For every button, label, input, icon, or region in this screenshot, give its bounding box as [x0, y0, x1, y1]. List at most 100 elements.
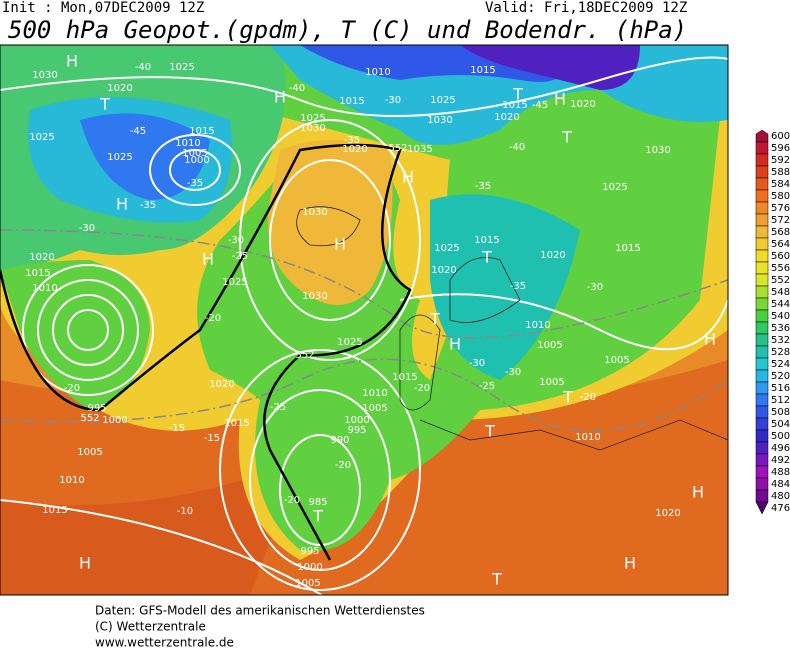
contour-label: 1020 — [570, 99, 595, 110]
colorbar-label: 576 — [771, 203, 790, 214]
contour-label: -20 — [335, 460, 351, 471]
contour-label: -35 — [187, 178, 203, 189]
footer-line: Daten: GFS-Modell des amerikanischen Wet… — [95, 604, 425, 618]
contour-label: 1005 — [182, 148, 207, 159]
contour-label: -15 — [169, 423, 185, 434]
pressure-center: H — [79, 554, 91, 573]
colorbar-label: 580 — [771, 191, 790, 202]
colorbar-label: 600 — [771, 131, 790, 142]
contour-label: 1015 — [392, 372, 417, 383]
colorbar-label: 488 — [771, 467, 790, 478]
colorbar-label: 592 — [771, 155, 790, 166]
contour-label: 1010 — [362, 388, 387, 399]
colorbar-label: 496 — [771, 443, 790, 454]
colorbar-label: 568 — [771, 227, 790, 238]
colorbar-swatch — [755, 237, 769, 251]
contour-label: 1025 — [169, 62, 194, 73]
map-frame — [0, 44, 729, 596]
colorbar-label: 508 — [771, 407, 790, 418]
colorbar-label: 476 — [771, 503, 790, 514]
contour-label: 1010 — [32, 283, 57, 294]
pressure-center: H — [554, 90, 566, 109]
colorbar-swatch — [755, 429, 769, 443]
colorbar-label: 548 — [771, 287, 790, 298]
contour-label: 1030 — [645, 145, 670, 156]
pressure-center: T — [312, 507, 323, 526]
colorbar-swatch — [755, 129, 769, 143]
contour-label: 1020 — [494, 112, 519, 123]
colorbar-swatch — [755, 153, 769, 167]
colorbar-swatch — [755, 381, 769, 395]
pressure-center: H — [66, 52, 78, 71]
colorbar-swatch — [755, 453, 769, 467]
contour-label: 1025 — [430, 95, 455, 106]
colorbar-label: 556 — [771, 263, 790, 274]
contour-label: 1010 — [59, 475, 84, 486]
contour-label: 990 — [330, 435, 349, 446]
colorbar-swatch — [755, 189, 769, 203]
contour-label: 1025 — [337, 337, 362, 348]
colorbar-swatch — [755, 225, 769, 239]
contour-label: 552 — [388, 143, 407, 154]
colorbar-label: 596 — [771, 143, 790, 154]
contour-label: -30 — [228, 235, 244, 246]
pressure-center: H — [334, 235, 346, 254]
contour-label: -15 — [204, 433, 220, 444]
colorbar-swatch — [755, 333, 769, 347]
contour-label: -40 — [289, 83, 305, 94]
colorbar-swatch — [755, 489, 769, 503]
contour-label: 1000 — [297, 562, 322, 573]
contour-label: 995 — [87, 403, 106, 414]
colorbar-label: 588 — [771, 167, 790, 178]
contour-label: 1015 — [42, 505, 67, 516]
colorbar-swatch — [755, 309, 769, 323]
pressure-center: T — [481, 248, 492, 267]
colorbar-swatch — [755, 297, 769, 311]
contour-label: 1025 — [300, 113, 325, 124]
colorbar-label: 480 — [771, 491, 790, 502]
pressure-center: T — [429, 310, 440, 329]
contour-label: 1020 — [29, 252, 54, 263]
colorbar-swatch — [755, 405, 769, 419]
colorbar-label: 540 — [771, 311, 790, 322]
contour-label: -20 — [205, 313, 221, 324]
contour-label: -30 — [469, 358, 485, 369]
contour-label: 985 — [308, 497, 327, 508]
colorbar-swatch — [755, 477, 769, 491]
contour-label: -25 — [232, 251, 248, 262]
contour-label: -10 — [177, 506, 193, 517]
colorbar-swatch — [755, 393, 769, 407]
colorbar-label: 572 — [771, 215, 790, 226]
contour-label: 1025 — [29, 132, 54, 143]
coastlines — [296, 206, 728, 451]
contour-label: 1025 — [222, 277, 247, 288]
contour-label: -20 — [580, 392, 596, 403]
footer-line: (C) Wetterzentrale — [95, 620, 206, 634]
footer-line: www.wetterzentrale.de — [95, 636, 234, 648]
contour-label: 1020 — [107, 83, 132, 94]
contour-label: -30 — [385, 95, 401, 106]
contour-label: 1035 — [407, 144, 432, 155]
colorbar-label: 560 — [771, 251, 790, 262]
colorbar-swatch — [755, 345, 769, 359]
pressure-center: H — [116, 195, 128, 214]
colorbar-swatch — [755, 249, 769, 263]
contour-label: 1025 — [602, 182, 627, 193]
isobars — [0, 56, 728, 595]
contour-label: 1025 — [434, 243, 459, 254]
pressure-center: H — [202, 250, 214, 269]
pressure-center: T — [491, 570, 502, 589]
contour-label: 995 — [347, 425, 366, 436]
contour-label: 995 — [300, 546, 319, 557]
colorbar: 6005965925885845805765725685645605565525… — [755, 129, 790, 515]
colorbar-swatch — [755, 357, 769, 371]
colorbar-label: 532 — [771, 335, 790, 346]
colorbar-swatch — [755, 141, 769, 155]
contour-label: 1030 — [32, 70, 57, 81]
contour-label: 1020 — [431, 265, 456, 276]
pressure-center: H — [704, 330, 716, 349]
contour-label: -20 — [284, 495, 300, 506]
